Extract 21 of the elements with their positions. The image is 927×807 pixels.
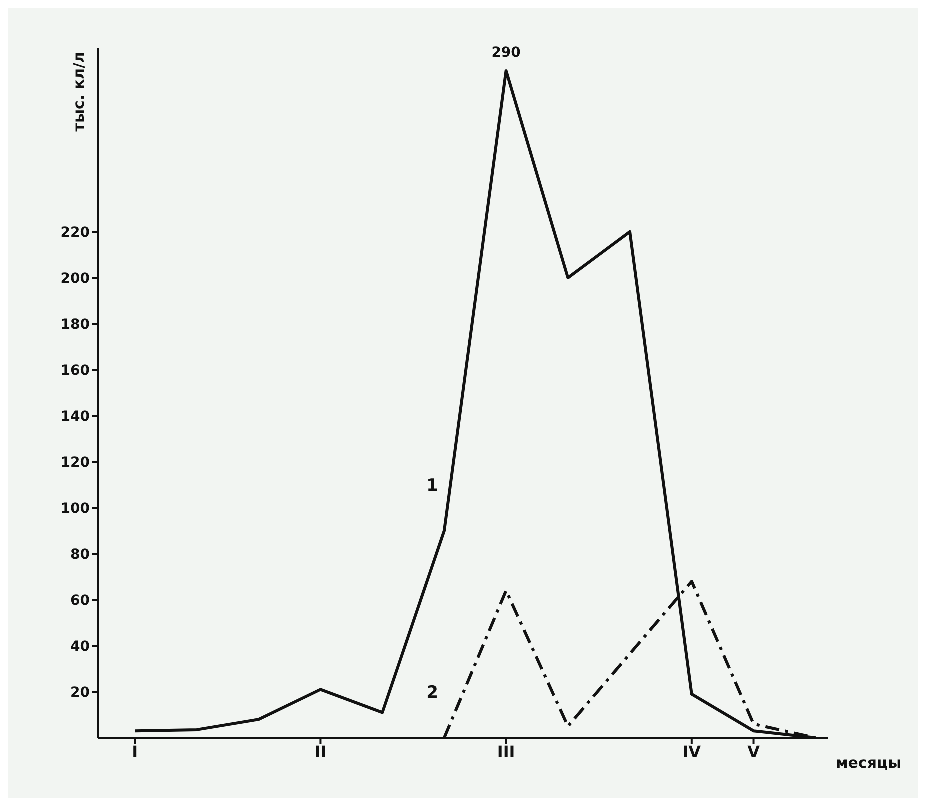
y-tick-label: 20 [70, 684, 90, 701]
x-tick-label: V [748, 742, 761, 762]
y-tick-label: 80 [70, 546, 90, 563]
y-tick-label: 100 [60, 500, 90, 517]
y-axis-title: тыс. кл/л [70, 52, 88, 132]
x-tick-label: I [132, 742, 138, 762]
y-tick-label: 220 [60, 224, 90, 241]
y-tick-label: 40 [70, 638, 90, 655]
x-tick-label: III [497, 742, 516, 762]
y-tick-label: 160 [60, 362, 90, 379]
y-tick-label: 60 [70, 592, 90, 609]
y-tick-label: 200 [60, 270, 90, 287]
x-axis-title: месяцы [836, 754, 902, 772]
series-label: 2 [426, 683, 438, 703]
x-tick-label: II [314, 742, 327, 762]
series-label: 1 [426, 476, 438, 496]
y-tick-label: 140 [60, 408, 90, 425]
y-tick-label: 120 [60, 454, 90, 471]
x-tick-label: IV [682, 742, 702, 762]
data-label: 290 [492, 45, 522, 61]
y-tick-label: 180 [60, 316, 90, 333]
